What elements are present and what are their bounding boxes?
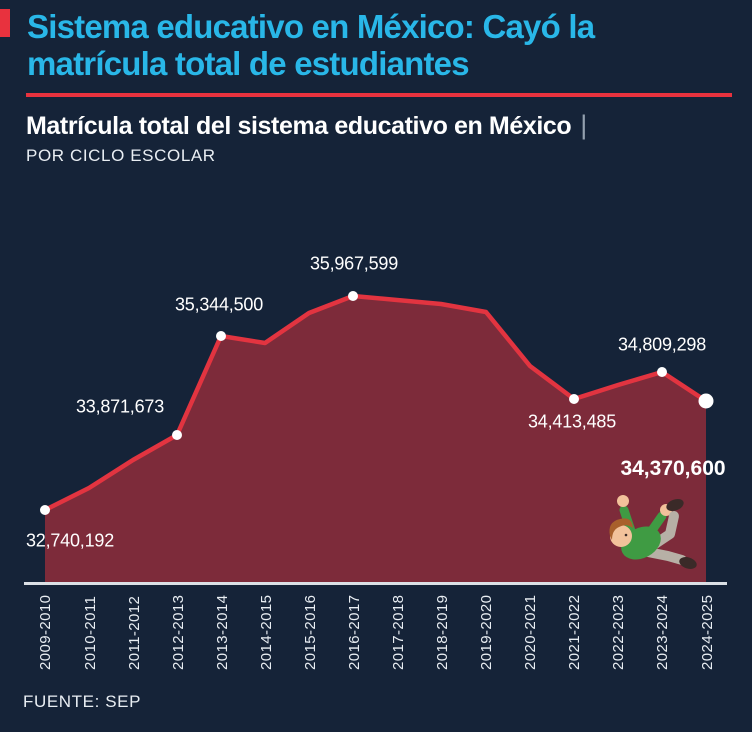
chart-title-text: Matrícula total del sistema educativo en… (26, 112, 572, 140)
point-marker (569, 394, 579, 404)
point-marker (348, 291, 358, 301)
value-label: 34,413,485 (527, 411, 617, 432)
x-axis-label: 2020-2021 (522, 594, 539, 670)
title-separator: | (580, 110, 587, 140)
value-label: 35,344,500 (174, 294, 264, 315)
x-axis-label: 2016-2017 (346, 594, 363, 670)
x-axis-label: 2022-2023 (610, 594, 627, 670)
value-label-final: 34,370,600 (620, 457, 726, 480)
point-marker-final (698, 393, 714, 409)
value-label: 35,967,599 (309, 253, 399, 274)
x-axis-label: 2021-2022 (566, 594, 583, 670)
headline-line-2: matrícula total de estudiantes (27, 45, 470, 82)
area-fill (45, 296, 706, 582)
accent-square (0, 9, 10, 37)
x-axis-label: 2015-2016 (302, 594, 319, 670)
chart-title: Matrícula total del sistema educativo en… (26, 110, 746, 141)
x-axis-label: 2017-2018 (390, 594, 407, 670)
falling-person-illustration (609, 495, 697, 569)
trend-line (42, 293, 709, 513)
x-axis-label: 2023-2024 (654, 594, 671, 670)
headline: Sistema educativo en México: Cayó la mat… (27, 8, 733, 82)
value-label: 32,740,192 (25, 530, 115, 551)
headline-line-1: Sistema educativo en México: Cayó la (27, 8, 595, 45)
x-axis-label: 2024-2025 (699, 594, 716, 670)
point-marker (657, 367, 667, 377)
point-marker (216, 331, 226, 341)
x-axis-baseline (24, 582, 727, 585)
x-axis-label: 2014-2015 (258, 594, 275, 670)
x-axis-label: 2013-2014 (214, 594, 231, 670)
point-marker (40, 505, 50, 515)
x-axis-label: 2010-2011 (82, 595, 99, 670)
point-marker (172, 430, 182, 440)
red-divider (26, 93, 732, 97)
x-axis-label: 2011-2012 (126, 595, 143, 670)
source-note: FUENTE: SEP (23, 692, 142, 711)
x-axis-label: 2009-2010 (37, 594, 54, 670)
value-label: 33,871,673 (75, 396, 165, 417)
value-label: 34,809,298 (617, 334, 707, 355)
x-axis-label: 2012-2013 (170, 594, 187, 670)
chart-kicker: POR CICLO ESCOLAR (26, 146, 216, 165)
x-axis-label: 2019-2020 (478, 594, 495, 670)
x-axis-label: 2018-2019 (434, 594, 451, 670)
